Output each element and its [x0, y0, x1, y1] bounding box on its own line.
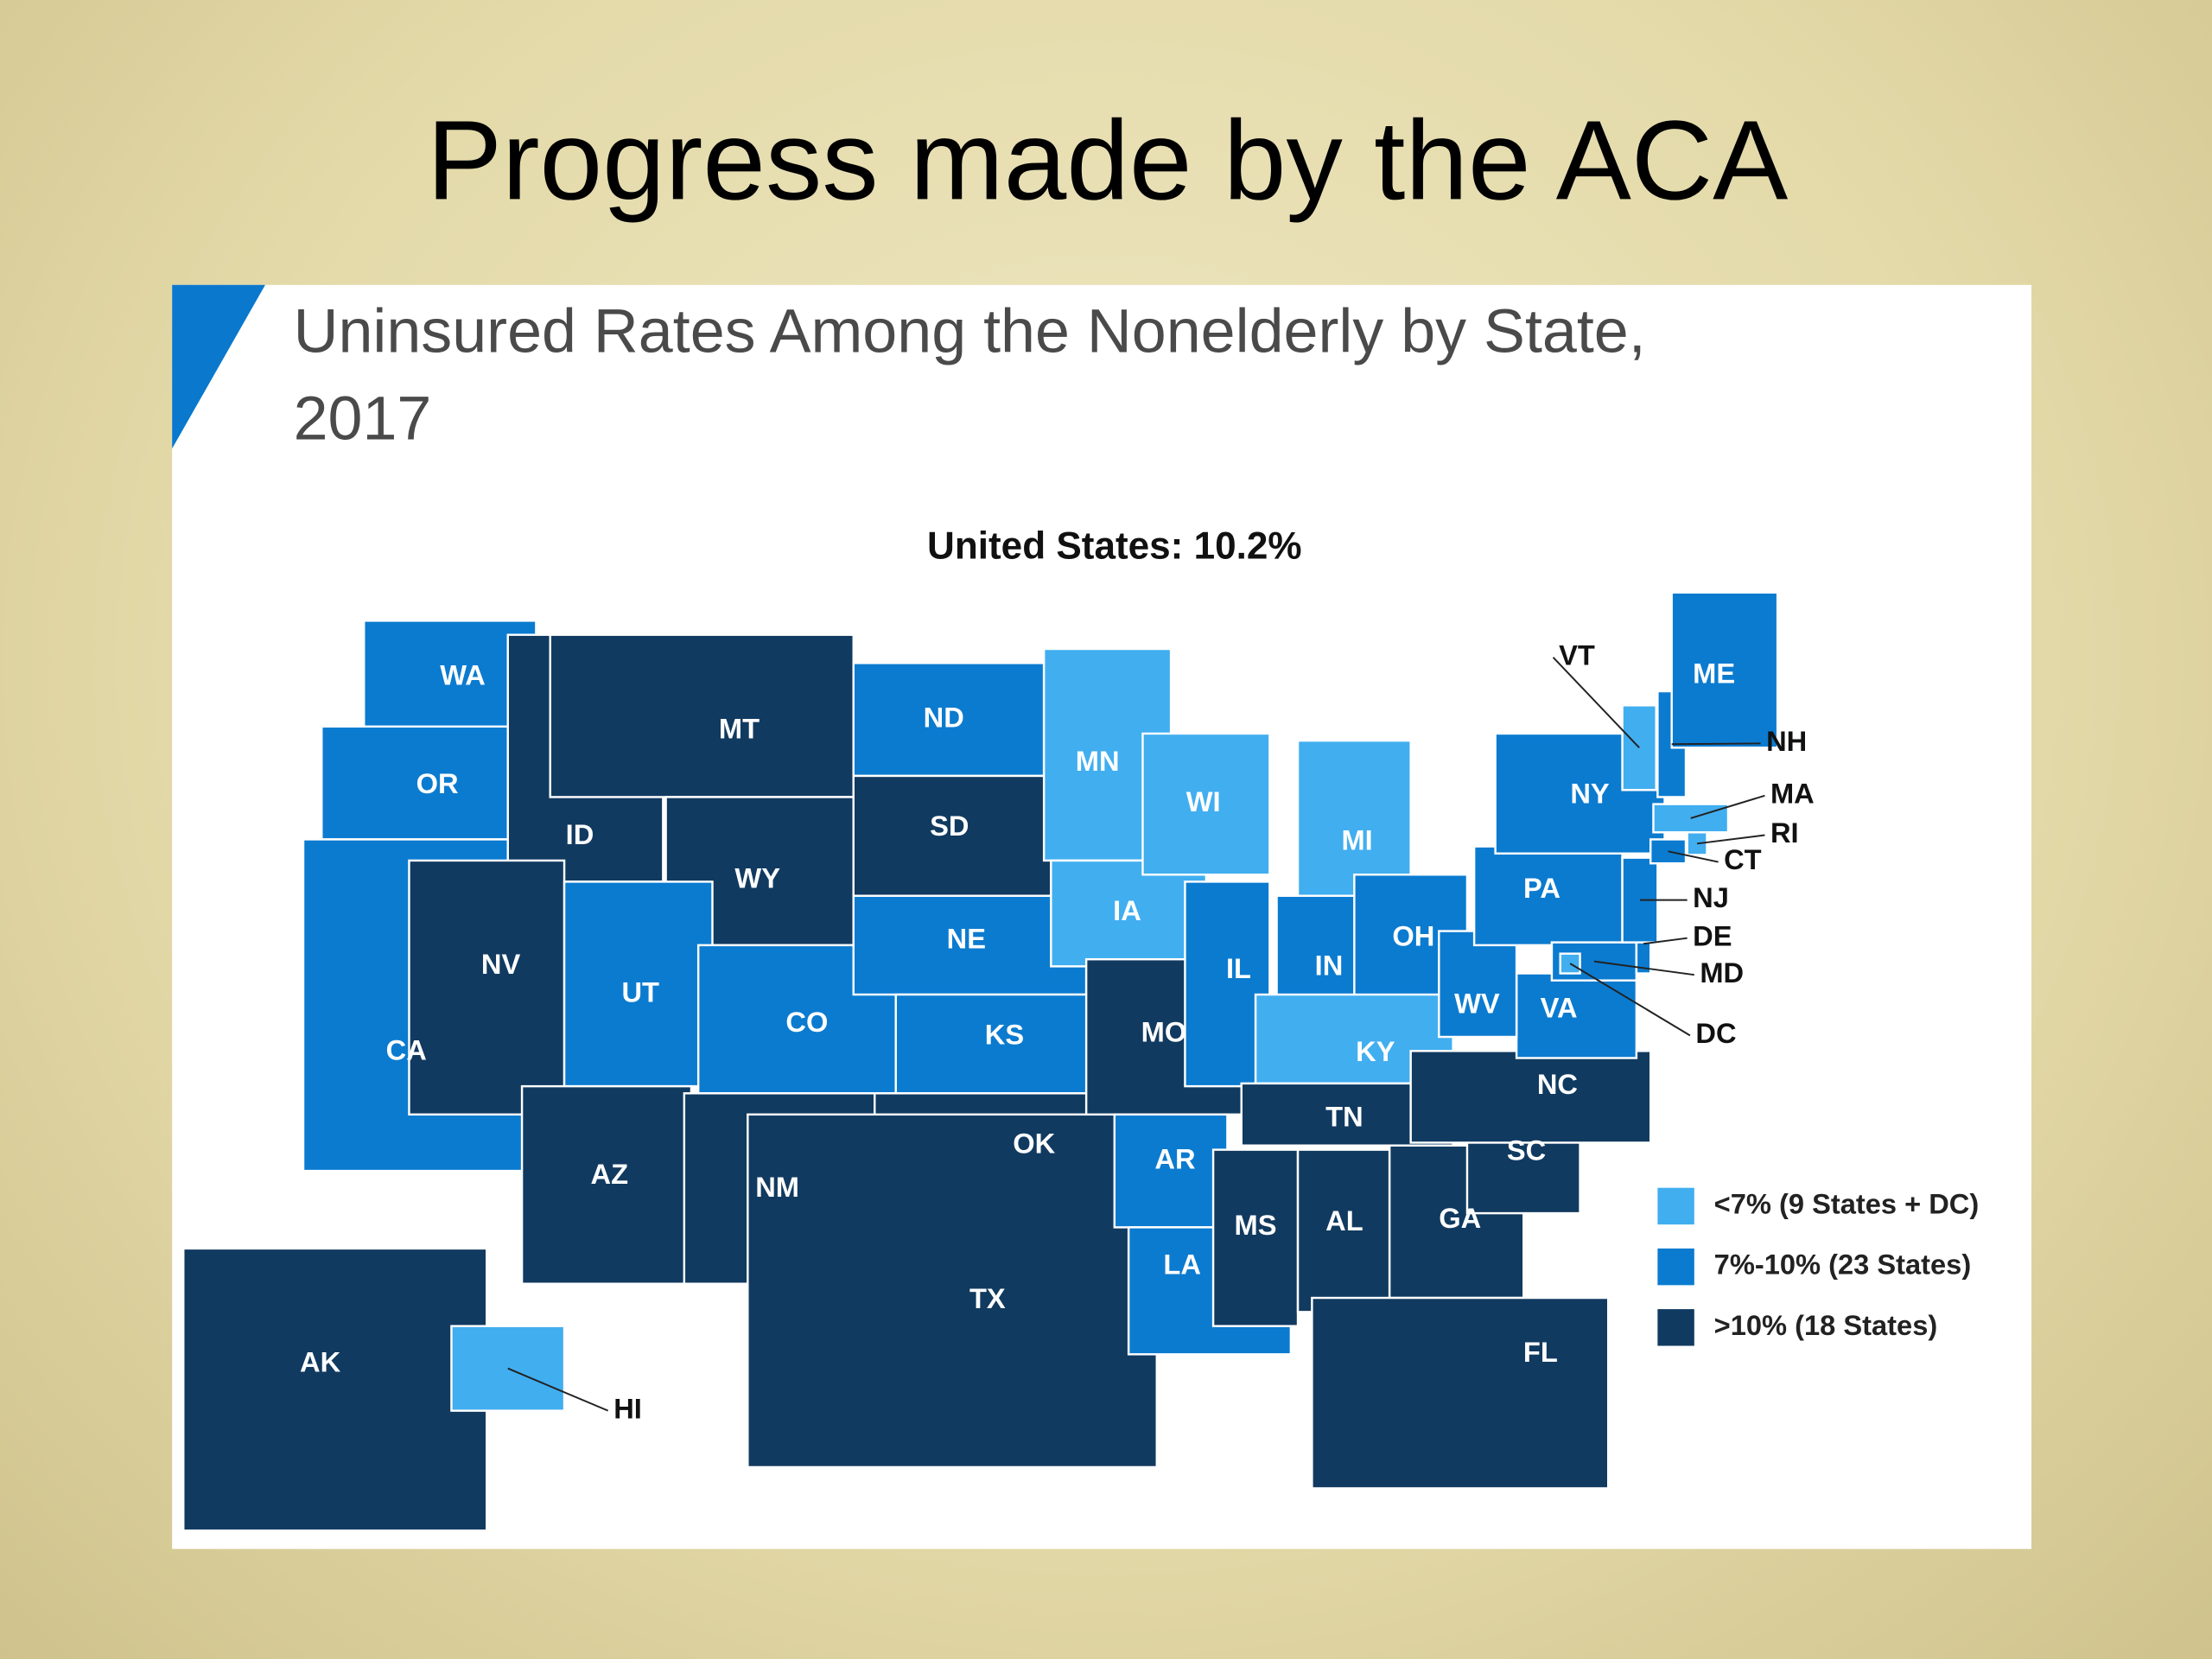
state-label: MS	[1235, 1209, 1277, 1241]
state	[549, 633, 855, 798]
leader-line	[1569, 963, 1691, 1037]
state-label: AL	[1325, 1205, 1363, 1236]
state	[321, 725, 524, 841]
leader-line	[1690, 794, 1765, 819]
state-label: NV	[481, 948, 521, 980]
state	[747, 1113, 1158, 1469]
state-label: ID	[566, 818, 594, 850]
state	[1211, 1148, 1300, 1327]
state-label: RI	[1770, 817, 1799, 849]
state-label: WY	[734, 861, 780, 893]
leader-line	[1696, 834, 1765, 845]
state-label: IN	[1315, 950, 1344, 982]
state-label: NM	[755, 1171, 799, 1203]
state-label: NJ	[1693, 881, 1729, 913]
state-label: NE	[947, 923, 986, 955]
state-label: CA	[386, 1034, 427, 1066]
leader-line	[1668, 850, 1719, 863]
state-label: MO	[1141, 1015, 1187, 1047]
state-label: DC	[1695, 1017, 1736, 1049]
state-label: VA	[1541, 992, 1578, 1024]
state	[520, 1084, 693, 1285]
legend-swatch	[1657, 1248, 1694, 1286]
state-label: WA	[440, 658, 486, 690]
state-label: CT	[1724, 843, 1762, 875]
state-label: HI	[613, 1392, 642, 1424]
legend-swatch	[1657, 1309, 1694, 1346]
state-label: NC	[1537, 1068, 1578, 1100]
state-label: AK	[300, 1345, 341, 1377]
state	[852, 774, 1052, 897]
state-label: TX	[969, 1282, 1006, 1314]
state-label: GA	[1439, 1202, 1481, 1234]
state-label: WI	[1186, 785, 1221, 817]
state-label: ME	[1693, 658, 1735, 690]
state	[182, 1247, 488, 1532]
state-label: MI	[1341, 823, 1372, 855]
state-label: WV	[1454, 988, 1500, 1020]
map-title: Uninsured Rates Among the Nonelderly by …	[294, 297, 1646, 366]
map-title: 2017	[294, 385, 432, 454]
summary: United States: 10.2%	[927, 525, 1302, 568]
state	[1670, 591, 1779, 749]
state-label: MT	[719, 712, 760, 744]
state-label: IL	[1226, 952, 1251, 984]
state-label: SC	[1507, 1135, 1546, 1166]
state-label: AR	[1154, 1142, 1195, 1174]
state-label: NH	[1766, 725, 1807, 757]
state-label: IA	[1113, 894, 1141, 926]
legend-label: <7% (9 States + DC)	[1714, 1188, 1980, 1220]
leader-line	[1671, 742, 1761, 746]
leader-line	[507, 1367, 609, 1412]
state	[1409, 1050, 1652, 1144]
state-label: CO	[785, 1006, 828, 1038]
state-label: MD	[1700, 957, 1744, 988]
accent	[172, 284, 265, 449]
state	[1113, 1113, 1229, 1229]
state-label: NY	[1570, 777, 1610, 809]
legend-swatch	[1657, 1187, 1694, 1225]
leader-line	[1593, 960, 1694, 976]
state-label: AZ	[591, 1158, 629, 1190]
state-label: DE	[1693, 919, 1732, 951]
state-label: KY	[1356, 1035, 1395, 1067]
slide-title: Progress made by the ACA	[427, 97, 1788, 223]
state	[1438, 930, 1518, 1039]
state-label: PA	[1523, 872, 1560, 904]
state-label: UT	[621, 976, 659, 1008]
state-label: OK	[1013, 1127, 1055, 1159]
state-label: TN	[1325, 1100, 1363, 1132]
legend-label: 7%-10% (23 States)	[1714, 1249, 1972, 1281]
state-label: OH	[1392, 919, 1434, 951]
state	[1311, 1296, 1610, 1490]
leader-line	[1643, 937, 1688, 945]
state	[894, 993, 1102, 1095]
state-label: KS	[985, 1019, 1024, 1051]
state-label: FL	[1523, 1336, 1558, 1368]
state	[408, 859, 566, 1116]
state-label: ND	[924, 701, 964, 733]
state-label: OR	[416, 767, 459, 799]
state	[1050, 859, 1208, 968]
map	[182, 591, 1779, 1532]
leader-line	[1552, 657, 1640, 748]
legend: <7% (9 States + DC) 7%-10% (23 States) >10…	[1657, 1188, 1979, 1346]
state-label: VT	[1559, 639, 1595, 671]
state-label: SD	[930, 810, 969, 842]
state-label: LA	[1163, 1249, 1201, 1281]
state	[1141, 732, 1271, 876]
labels: WA OR CA ID NV MT WY UT AZ CO NM ND SD NE KS OK TX MN IA MO…	[300, 639, 1815, 1424]
legend-label: >10% (18 States)	[1714, 1309, 1938, 1341]
state-label: MA	[1770, 777, 1815, 809]
state-label: MN	[1076, 745, 1120, 777]
